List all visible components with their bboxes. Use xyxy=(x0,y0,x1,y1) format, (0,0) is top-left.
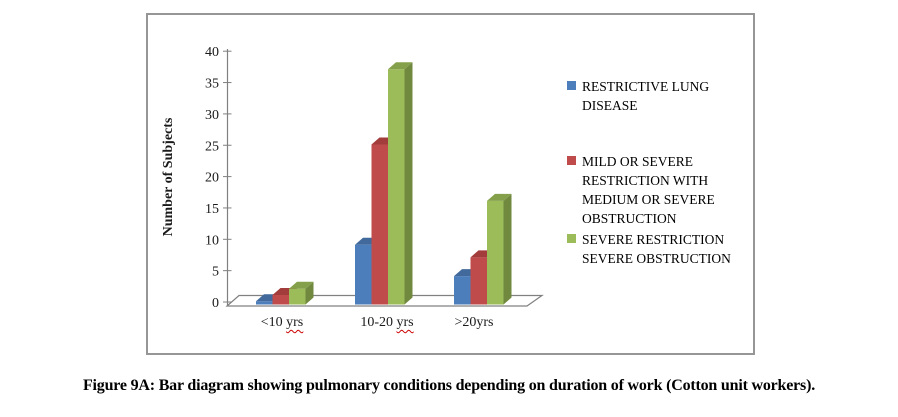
bar-top-s2-g0 xyxy=(289,281,314,289)
legend-marker-icon xyxy=(567,234,576,243)
legend-label: RESTRICTIVE LUNG DISEASE xyxy=(582,79,710,113)
legend-item: RESTRICTIVE LUNG DISEASE xyxy=(567,77,742,115)
y-tick-label: 40 xyxy=(205,45,219,60)
x-axis-labels: <10 yrs 10-20 yrs >20yrs xyxy=(148,315,568,339)
y-tick-label: 15 xyxy=(205,202,219,217)
y-tick-label: 0 xyxy=(212,296,219,311)
y-tick-label: 35 xyxy=(205,77,219,92)
bar-top-s2-g2 xyxy=(487,193,512,201)
bar-front-s2-g2 xyxy=(487,200,504,305)
legend-label: SEVERE RESTRICTION SEVERE OBSTRUCTION xyxy=(582,232,731,266)
x-axis-label-text: >20yrs xyxy=(454,315,494,330)
bar-side-s2-g0 xyxy=(305,281,314,305)
bar-front-s2-g1 xyxy=(388,69,405,305)
plot-area: 0 5 10 15 20 25 30 35 40 Number of Subjects xyxy=(161,45,544,311)
y-axis-ticks: 0 5 10 15 20 25 30 35 40 xyxy=(205,45,232,311)
x-axis-label-text: 10-20 xyxy=(360,315,397,330)
bar-side-s2-g1 xyxy=(404,62,413,305)
legend-item: MILD OR SEVERE RESTRICTION WITH MEDIUM O… xyxy=(567,152,742,228)
bar-front-s0-g0 xyxy=(256,301,273,305)
y-tick-label: 5 xyxy=(212,265,219,280)
legend-label: MILD OR SEVERE RESTRICTION WITH MEDIUM O… xyxy=(582,154,715,226)
bar-top-s2-g1 xyxy=(388,62,413,70)
bar-front-s0-g1 xyxy=(355,244,372,305)
x-axis-label-squiggle: yrs xyxy=(286,315,304,330)
bars-group xyxy=(256,62,512,305)
legend-item: SEVERE RESTRICTION SEVERE OBSTRUCTION xyxy=(567,230,742,268)
y-tick-label: 25 xyxy=(205,139,219,154)
figure-caption: Figure 9A: Bar diagram showing pulmonary… xyxy=(82,377,816,394)
bar-front-s1-g2 xyxy=(470,257,487,305)
y-tick-label: 20 xyxy=(205,171,219,186)
chart-legend: RESTRICTIVE LUNG DISEASE MILD OR SEVERE R… xyxy=(567,15,751,351)
bar-front-s1-g0 xyxy=(272,294,289,305)
x-axis-label: >20yrs xyxy=(419,315,529,331)
y-tick-label: 10 xyxy=(205,233,219,248)
legend-marker-icon xyxy=(567,156,576,165)
bar-front-s1-g1 xyxy=(371,144,388,305)
x-axis-label: <10 yrs xyxy=(227,315,337,331)
x-axis-label-squiggle: yrs xyxy=(396,315,414,330)
bar-side-s2-g2 xyxy=(503,193,512,305)
y-axis-title: Number of Subjects xyxy=(161,117,176,236)
bar-front-s0-g2 xyxy=(454,276,471,305)
chart-frame: 0 5 10 15 20 25 30 35 40 Number of Subjects <10 … xyxy=(146,13,755,355)
bar-front-s2-g0 xyxy=(289,288,306,305)
legend-marker-icon xyxy=(567,81,576,90)
y-tick-label: 30 xyxy=(205,108,219,123)
x-axis-label: 10-20 yrs xyxy=(332,315,442,331)
x-axis-label-text: <10 xyxy=(260,315,287,330)
